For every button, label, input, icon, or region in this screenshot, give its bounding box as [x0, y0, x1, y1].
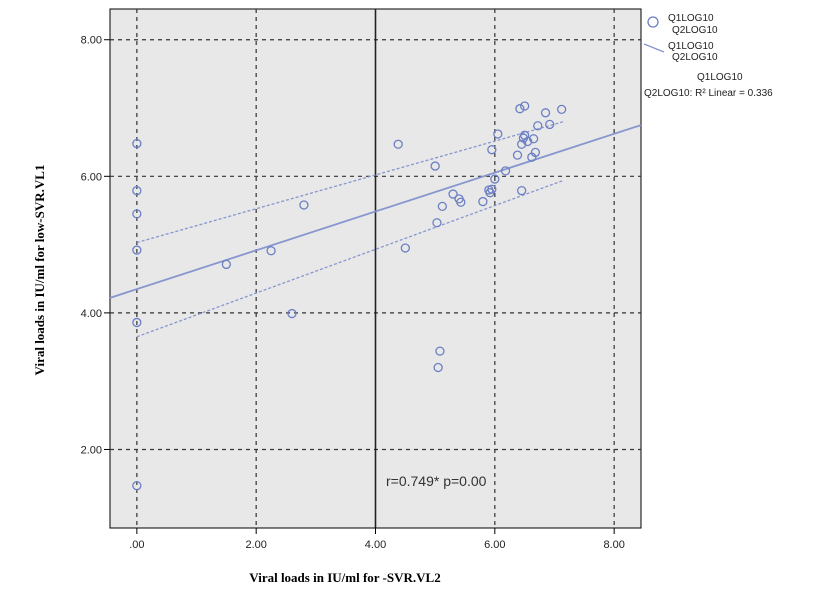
data-point	[132, 317, 142, 328]
fit-r2-label-line2: Q2LOG10: R² Linear = 0.336	[644, 88, 773, 99]
data-point	[517, 139, 527, 149]
legend-point-marker	[647, 16, 659, 28]
data-point	[528, 134, 539, 144]
data-point	[530, 147, 541, 158]
legend-fit-line-marker	[643, 43, 665, 53]
data-point	[478, 196, 488, 207]
data-point	[448, 189, 458, 199]
data-point	[287, 308, 297, 319]
data-point	[299, 200, 309, 210]
x-axis-ticks: .00 2.00 4.00 6.00 8.00	[110, 527, 641, 551]
y-tick-label: 2.00	[81, 444, 102, 456]
data-point	[533, 121, 543, 131]
x-axis-title: Viral loads in IU/ml for -SVR.VL2	[249, 570, 440, 585]
data-point	[487, 184, 497, 194]
data-point	[556, 104, 567, 115]
legend-fit-label-line2: Q2LOG10	[672, 52, 718, 63]
x-tick-label: 2.00	[245, 539, 266, 551]
y-tick-label: 4.00	[81, 308, 102, 320]
data-points	[132, 101, 567, 491]
data-point	[522, 136, 533, 147]
data-point	[520, 101, 530, 111]
fit-r2-label-line1: Q1LOG10	[697, 72, 743, 83]
fit-lines	[109, 121, 642, 338]
data-point	[132, 209, 142, 219]
data-point	[132, 245, 142, 255]
legend-point-label-line1: Q1LOG10	[668, 13, 714, 24]
y-tick-label: 8.00	[81, 35, 102, 47]
data-point	[132, 481, 142, 491]
data-point	[456, 197, 466, 207]
data-point	[515, 104, 525, 114]
data-point	[512, 150, 523, 160]
data-point	[500, 166, 511, 176]
data-point	[493, 129, 503, 139]
data-point	[540, 108, 551, 118]
y-axis-title: Viral loads in IU/ml for low-SVR.VL1	[32, 165, 47, 376]
data-point	[266, 246, 276, 256]
data-point	[517, 185, 527, 196]
ci-upper-line	[136, 121, 564, 244]
data-point	[487, 145, 497, 155]
legend: Q1LOG10 Q2LOG10 Q1LOG10 Q2LOG10 Q1LOG10 …	[643, 13, 773, 99]
x-tick-label: 6.00	[484, 539, 505, 551]
data-point	[490, 174, 500, 184]
x-tick-label: .00	[129, 539, 144, 551]
y-axis-ticks: 2.00 4.00 6.00 8.00	[81, 35, 110, 456]
data-point	[400, 243, 410, 253]
x-tick-label: 4.00	[365, 539, 386, 551]
legend-point-label-line2: Q2LOG10	[672, 25, 718, 36]
data-point	[393, 139, 403, 149]
ci-lower-line	[136, 179, 564, 338]
data-point	[435, 346, 445, 356]
data-point	[430, 161, 440, 171]
data-point	[433, 362, 443, 373]
data-point	[132, 138, 142, 149]
linear-fit-line	[109, 124, 642, 299]
legend-fit-label-line1: Q1LOG10	[668, 41, 714, 52]
data-point	[437, 201, 447, 212]
data-point	[545, 119, 555, 130]
correlation-annotation: r=0.749* p=0.00	[386, 473, 487, 489]
data-point	[432, 218, 442, 228]
x-tick-label: 8.00	[603, 539, 624, 551]
data-point	[221, 259, 231, 270]
data-point	[132, 185, 142, 196]
y-tick-label: 6.00	[81, 171, 102, 183]
